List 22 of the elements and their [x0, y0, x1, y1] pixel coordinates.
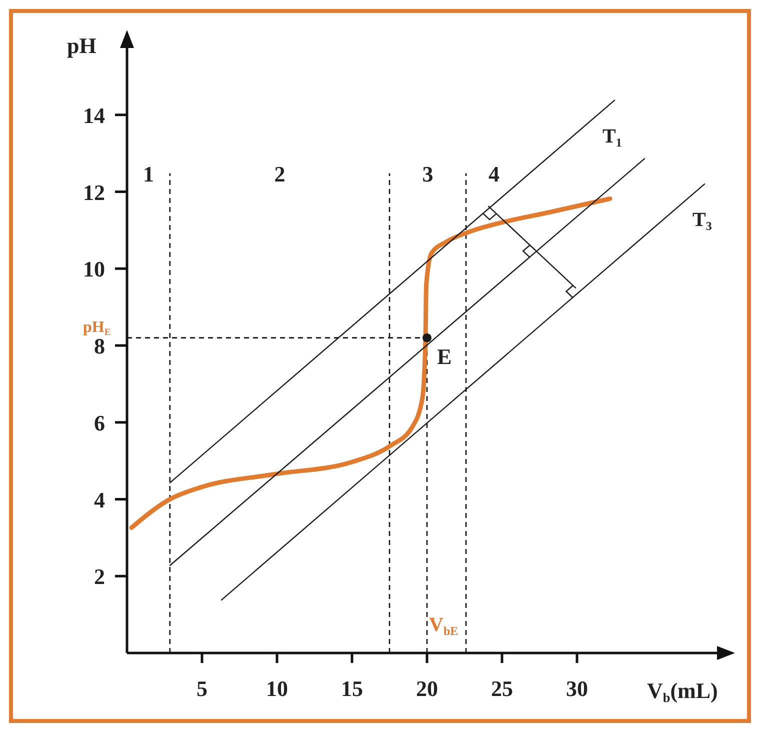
y-tick-label: 6 — [94, 410, 105, 436]
y-tick-label: 12 — [83, 180, 105, 205]
y-tick-label: 4 — [94, 487, 105, 512]
ref-line-label: V$_{bE}$ — [429, 614, 458, 638]
series-label: T$_{1}$ — [602, 125, 622, 149]
y-tick-label: 10 — [83, 256, 105, 282]
x-tick-label: 10 — [266, 676, 288, 701]
x-tick-label: 15 — [341, 676, 363, 701]
y-axis-title: pH — [67, 33, 96, 58]
annotation: 1 — [142, 161, 154, 186]
y-tick-label: 2 — [94, 564, 105, 590]
x-tick-label: 20 — [416, 676, 438, 701]
x-tick-label: 25 — [491, 676, 513, 701]
y-tick-label: 14 — [83, 102, 105, 128]
x-tick-label: 5 — [196, 676, 208, 701]
annotation: E — [437, 344, 452, 369]
x-tick-label: 30 — [566, 676, 588, 701]
x-axis-title: V$_{b}$(mL) — [647, 678, 718, 705]
series-label: T$_{3}$ — [692, 209, 712, 233]
annotation: 4 — [488, 161, 500, 186]
annotation: 3 — [422, 161, 434, 186]
annotation: 2 — [274, 161, 286, 186]
